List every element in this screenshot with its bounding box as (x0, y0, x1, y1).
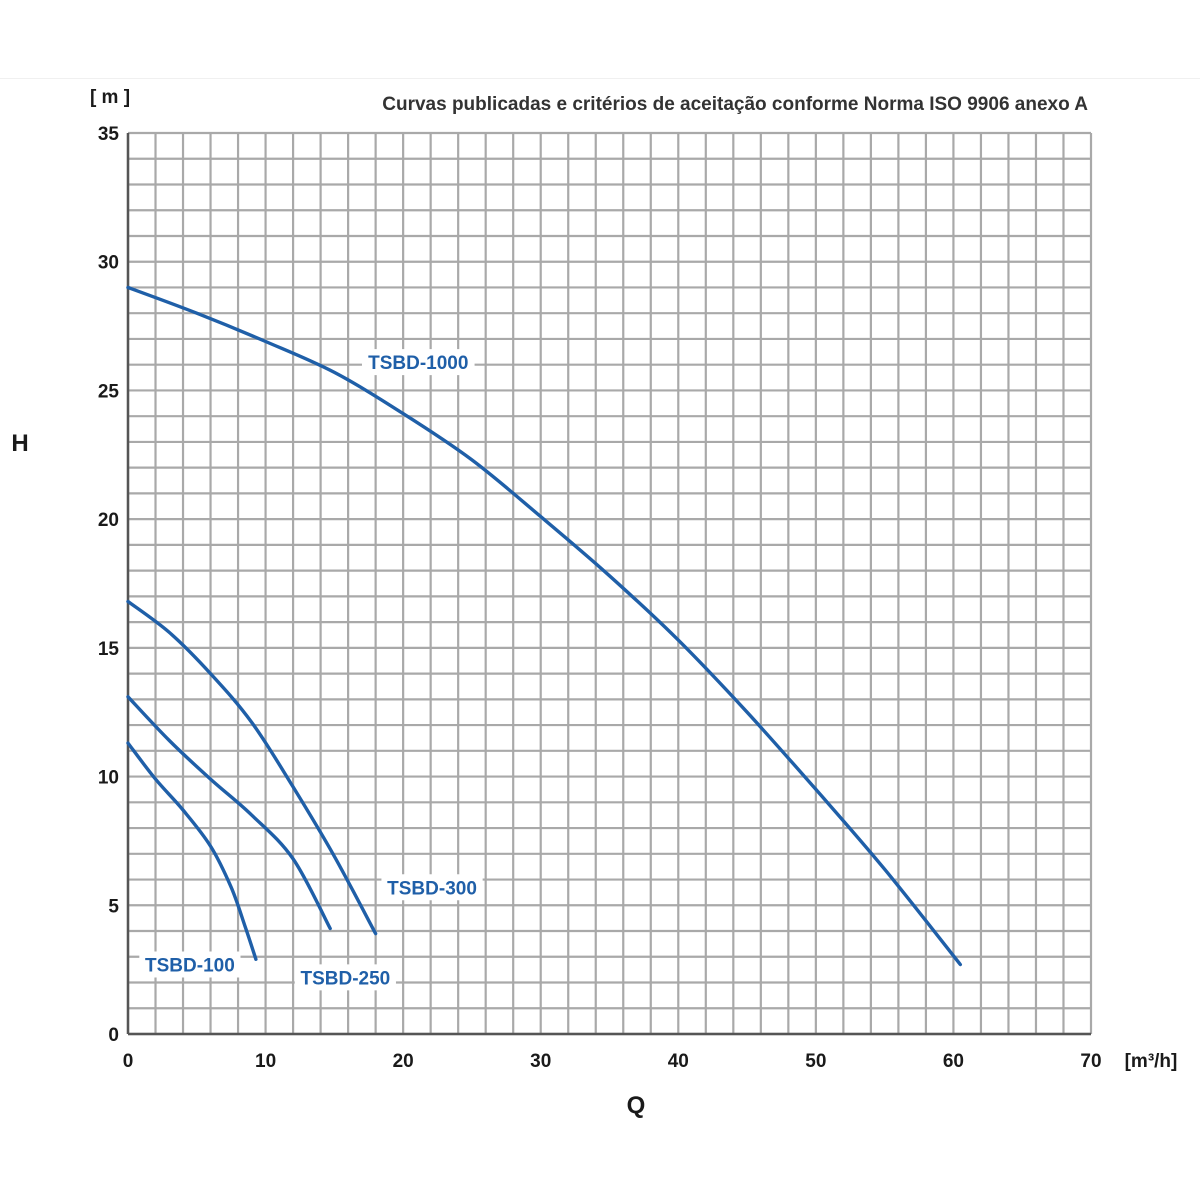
x-tick-label: 60 (943, 1051, 964, 1072)
series-label-bg (139, 951, 241, 978)
x-tick-label: 10 (255, 1051, 276, 1072)
y-tick-label: 30 (98, 253, 119, 274)
x-tick-label: 30 (530, 1051, 551, 1072)
series-label-bg (381, 874, 483, 901)
y-tick-label: 0 (108, 1025, 119, 1046)
y-tick-label: 35 (98, 124, 120, 145)
series-line-tsbd-100 (126, 741, 258, 961)
series-lines (126, 285, 962, 967)
y-unit-label: [ m ] (90, 87, 130, 108)
y-tick-label: 15 (98, 639, 120, 660)
series-label-tsbd-100: TSBD-100 (145, 955, 235, 976)
x-axis-label: Q (627, 1092, 646, 1119)
series-labels: TSBD-1000 TSBD-300 TSBD-250 TSBD-100 (139, 349, 483, 991)
x-tick-label: 40 (668, 1051, 689, 1072)
grid (126, 131, 1093, 1036)
series-line-tsbd-300 (126, 599, 378, 936)
y-tick-label: 5 (108, 896, 119, 917)
series-line-tsbd-1000 (126, 285, 962, 967)
series-line-tsbd-250 (126, 695, 332, 931)
series-label-tsbd-1000: TSBD-1000 (368, 353, 468, 374)
series-label-bg (361, 349, 475, 376)
y-axis-label: H (11, 430, 28, 457)
x-unit-label: [m³/h] (1125, 1051, 1178, 1072)
y-tick-label: 10 (98, 768, 119, 789)
series-label-bg (294, 964, 396, 991)
x-tick-label: 70 (1080, 1051, 1101, 1072)
series-label-tsbd-250: TSBD-250 (300, 968, 390, 989)
y-tick-label: 25 (98, 381, 120, 402)
x-tick-label: 50 (805, 1051, 826, 1072)
tick-labels: 0 10 20 30 40 50 60 70 0 5 10 15 20 25 30 35 (98, 124, 1102, 1072)
axes (126, 133, 1091, 1036)
y-tick-label: 20 (98, 510, 119, 531)
chart-title: Curvas publicadas e critérios de aceitaç… (382, 94, 1088, 115)
top-divider (0, 78, 1200, 79)
series-label-tsbd-300: TSBD-300 (387, 878, 477, 899)
x-tick-label: 0 (123, 1051, 134, 1072)
x-tick-label: 20 (393, 1051, 414, 1072)
